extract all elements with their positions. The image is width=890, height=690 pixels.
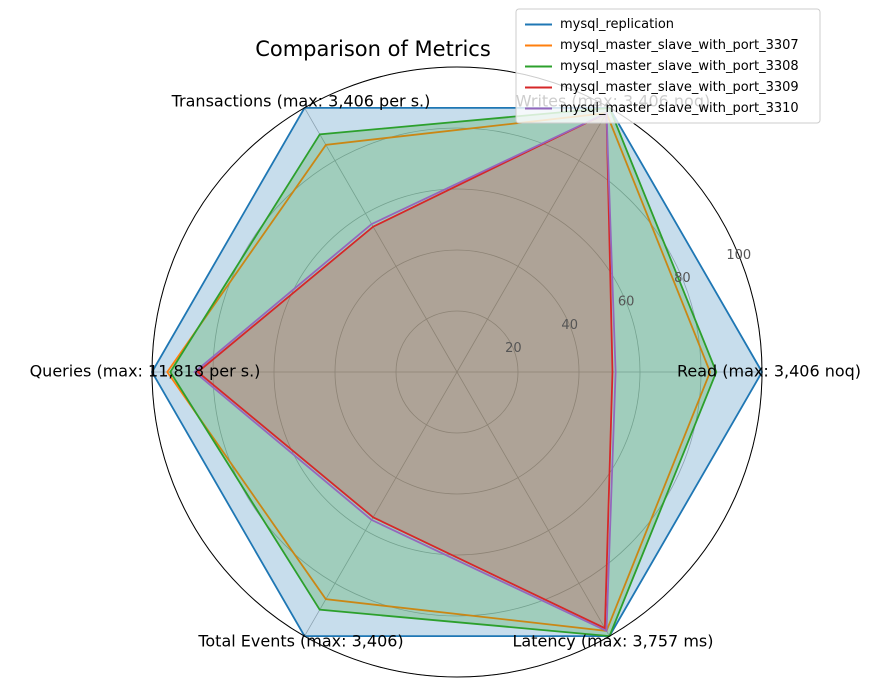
axis-label: Queries (max: 11,818 per s.)	[30, 362, 261, 381]
chart-title: Comparison of Metrics	[255, 37, 491, 61]
axis-label: Transactions (max: 3,406 per s.)	[171, 91, 431, 110]
legend-entry: mysql_replication	[560, 17, 674, 32]
legend-entry: mysql_master_slave_with_port_3309	[560, 80, 799, 95]
axis-label: Total Events (max: 3,406)	[197, 632, 403, 651]
axis-label: Latency (max: 3,757 ms)	[513, 632, 714, 651]
legend: mysql_replication mysql_master_slave_with…	[515, 8, 821, 124]
radar-series	[150, 106, 764, 638]
axis-label: Read (max: 3,406 noq)	[677, 362, 861, 381]
radial-tick-label: 100	[726, 248, 751, 263]
radial-tick-labels: 20 40 60 80 100	[505, 248, 751, 356]
radar-outer-circle	[151, 66, 763, 678]
radial-tick-label: 80	[674, 271, 691, 286]
legend-frame	[515, 8, 821, 124]
grid-spoke	[304, 371, 458, 637]
radial-tick-label: 40	[561, 318, 578, 333]
legend-entry: mysql_master_slave_with_port_3310	[560, 101, 799, 116]
grid-spoke	[456, 107, 610, 373]
legend-entry: mysql_master_slave_with_port_3308	[560, 59, 799, 74]
radial-tick-label: 20	[505, 341, 522, 356]
grid-spoke	[304, 107, 458, 373]
grid-spoke	[456, 371, 610, 637]
radial-tick-label: 60	[618, 295, 635, 310]
legend-entry: mysql_master_slave_with_port_3307	[560, 38, 799, 53]
radar-frame	[151, 66, 763, 678]
